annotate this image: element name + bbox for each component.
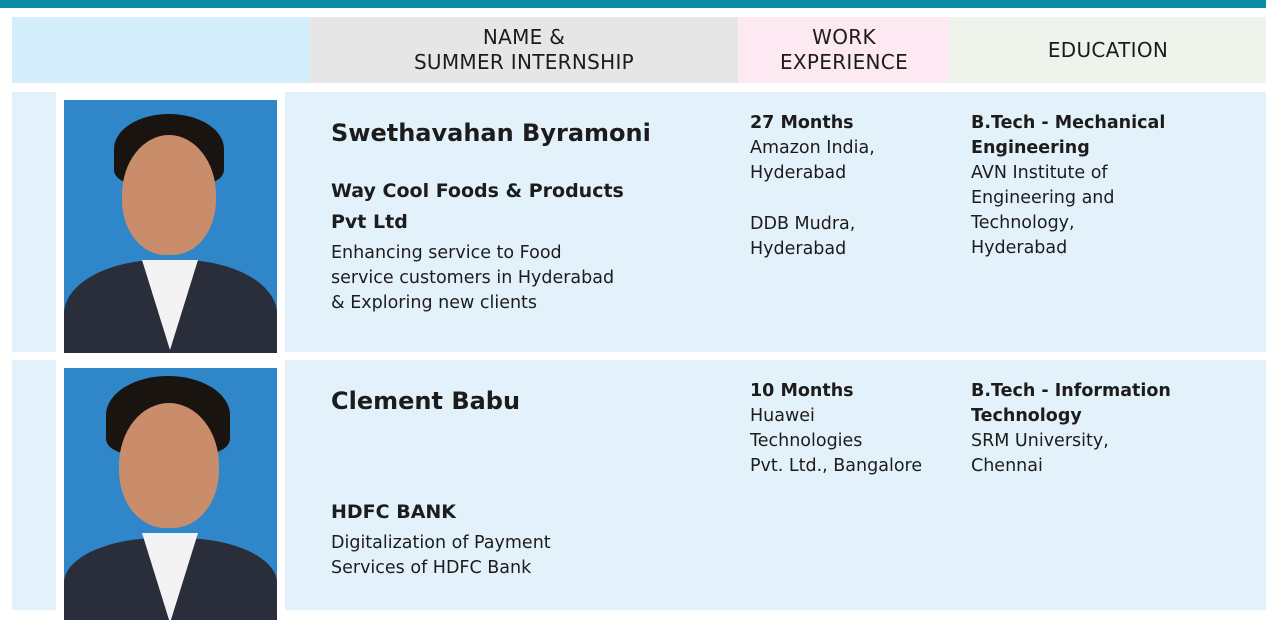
experience-company: Hyderabad	[750, 239, 847, 259]
internship-company: Pvt Ltd	[331, 211, 408, 233]
experience-company: Hyderabad	[750, 163, 847, 183]
experience-company: DDB Mudra,	[750, 214, 856, 234]
institute: Technology,	[971, 213, 1075, 233]
institute: Engineering and	[971, 188, 1115, 208]
internship-project: service customers in Hyderabad	[331, 268, 615, 288]
internship-company: Way Cool Foods & Products	[331, 180, 624, 202]
photo	[56, 92, 285, 353]
person-name: Clement Babu	[331, 387, 521, 415]
column-header: EXPERIENCE	[779, 50, 909, 74]
internship-project: Digitalization of Payment	[331, 533, 551, 553]
photo	[56, 360, 285, 620]
header-cell	[12, 17, 310, 83]
institute: Chennai	[971, 456, 1043, 476]
experience-duration: 27 Months	[750, 113, 854, 133]
internship-project: & Exploring new clients	[331, 293, 538, 313]
column-header: NAME &	[482, 25, 566, 49]
internship-project: Enhancing service to Food	[331, 243, 562, 263]
degree: Engineering	[971, 138, 1090, 158]
degree: B.Tech - Mechanical	[971, 113, 1166, 133]
degree: Technology	[971, 406, 1082, 426]
internship-project: Services of HDFC Bank	[331, 558, 532, 578]
column-header: EDUCATION	[1047, 37, 1169, 62]
institute: AVN Institute of	[971, 163, 1108, 183]
institute: SRM University,	[971, 431, 1109, 451]
degree: B.Tech - Information	[971, 381, 1171, 401]
experience-duration: 10 Months	[750, 381, 854, 401]
header-cell	[310, 17, 738, 83]
column-header: WORK	[812, 25, 876, 49]
person-name: Swethavahan Byramoni	[331, 119, 651, 147]
experience-company: Amazon India,	[750, 138, 875, 158]
experience-company: Huawei	[750, 406, 815, 426]
experience-company: Pvt. Ltd., Bangalore	[750, 456, 923, 476]
top-bar	[0, 0, 1266, 8]
header-cell	[738, 17, 950, 83]
column-header: SUMMER INTERNSHIP	[413, 50, 635, 74]
experience-company: Technologies	[750, 431, 863, 451]
institute: Hyderabad	[971, 238, 1068, 258]
internship-company: HDFC BANK	[331, 501, 457, 523]
header-cell	[950, 17, 1266, 83]
